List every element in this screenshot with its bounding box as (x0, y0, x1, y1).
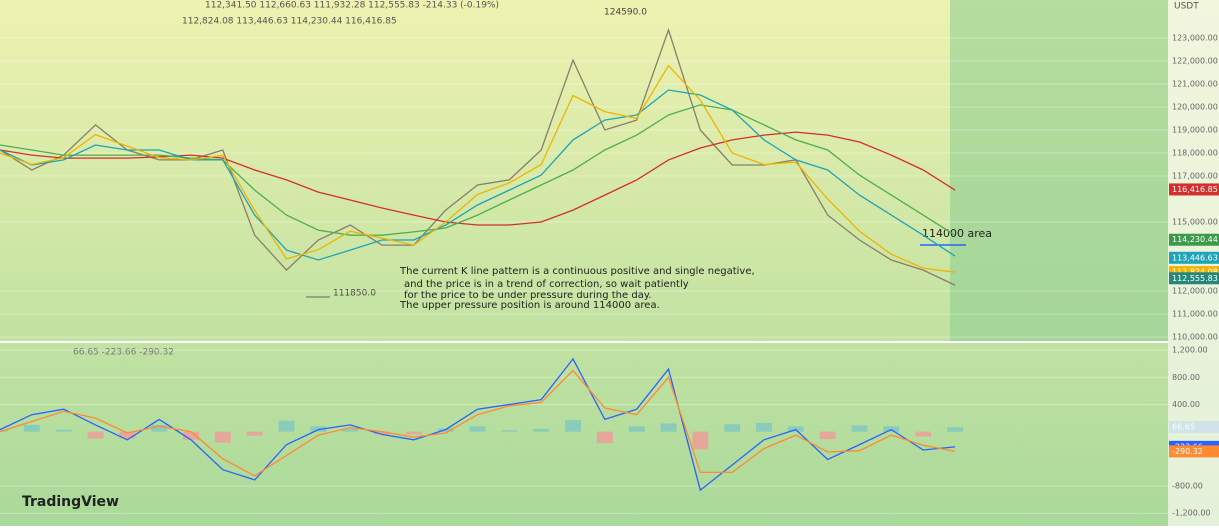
y-tick-label: 119,000.00 (1172, 126, 1218, 135)
histogram-bar (596, 431, 613, 444)
price-tag (1169, 272, 1219, 285)
histogram-bar (119, 431, 136, 439)
projection-zone (950, 0, 1168, 341)
low-label: 111850.0 (333, 289, 376, 299)
price-tag-label: 113,446.63 (1172, 253, 1218, 262)
price-tag (1169, 183, 1219, 196)
histogram-bar (405, 431, 422, 435)
y-tick-label: -800.00 (1172, 482, 1203, 491)
series-line (0, 369, 956, 477)
brand: TradingView (22, 494, 119, 510)
histogram-bar (151, 424, 168, 432)
price-tag (1169, 421, 1219, 434)
histogram-bar (947, 427, 963, 432)
price-tag-label: -290.32 (1172, 447, 1203, 456)
currency: USDT (1174, 2, 1199, 12)
histogram-bar (565, 420, 581, 432)
price-tag (1169, 445, 1219, 458)
histogram-bar (692, 431, 709, 450)
histogram-bar (819, 431, 836, 440)
series-line (0, 89, 956, 261)
histogram-bar (374, 431, 390, 435)
annotation-line: The upper pressure position is around 11… (399, 300, 660, 311)
price-tag-label: 66.65 (1172, 423, 1195, 432)
y-tick-label: 1,200.00 (1172, 346, 1208, 355)
annotation-line: for the price to be under pressure durin… (404, 290, 652, 301)
area-label: 114000 area (922, 227, 992, 240)
histogram-bar (533, 428, 550, 432)
histogram-bar (87, 431, 104, 439)
y-tick-label: 117,000.00 (1172, 172, 1218, 181)
y-tick-label: 800.00 (1172, 373, 1200, 382)
histogram-bar (246, 431, 263, 436)
y-tick-label: -1,200.00 (1172, 509, 1211, 518)
price-tag (1169, 233, 1219, 246)
y-tick-label: 121,000.00 (1172, 79, 1218, 88)
series-line (0, 104, 956, 236)
y-tick-label: 110,000.00 (1172, 333, 1218, 342)
histogram-bar (214, 431, 231, 443)
ohlc: 112,341.50 112,660.63 111,932.28 112,555… (205, 1, 499, 11)
histogram-bar (469, 426, 486, 432)
series-line (0, 64, 956, 273)
histogram-bar (628, 426, 645, 432)
y-tick-label: 120,000.00 (1172, 102, 1218, 111)
series-line (0, 131, 956, 226)
price-tag (1169, 251, 1219, 264)
price-tag-label: 114,230.44 (1172, 235, 1218, 244)
price-tag-label: 116,416.85 (1172, 185, 1218, 194)
histogram-bar (501, 430, 518, 432)
histogram-bar (851, 425, 868, 432)
histogram-bar (278, 420, 295, 432)
histogram-bar (660, 423, 677, 432)
y-tick-label: 115,000.00 (1172, 218, 1218, 227)
annotation-line: The current K line pattern is a continuo… (399, 266, 755, 277)
histogram-bar (915, 431, 932, 437)
macd-header: 66.65 -223.66 -290.32 (73, 348, 174, 358)
histogram-bar (756, 422, 772, 432)
histogram-bar (342, 428, 359, 432)
price-tag-label: 112,824.08 (1172, 268, 1218, 277)
y-tick-label: 112,000.00 (1172, 287, 1218, 296)
series-line (0, 357, 956, 492)
histogram-bar (55, 429, 72, 432)
histogram-bar (183, 431, 199, 440)
price-tag-label: 112,555.83 (1172, 274, 1218, 283)
high-label: 124590.0 (604, 8, 647, 18)
y-tick-label: 123,000.00 (1172, 33, 1218, 42)
y-tick-label: 400.00 (1172, 400, 1200, 409)
histogram-bar (724, 424, 741, 432)
y-tick-label: 111,000.00 (1172, 310, 1218, 319)
annotation-line: and the price is in a trend of correctio… (404, 279, 689, 290)
y-tick-label: 118,000.00 (1172, 149, 1218, 158)
ma-values: 112,824.08 113,446.63 114,230.44 116,416… (182, 17, 397, 27)
histogram-bar (23, 424, 40, 432)
y-tick-label: 122,000.00 (1172, 56, 1218, 65)
